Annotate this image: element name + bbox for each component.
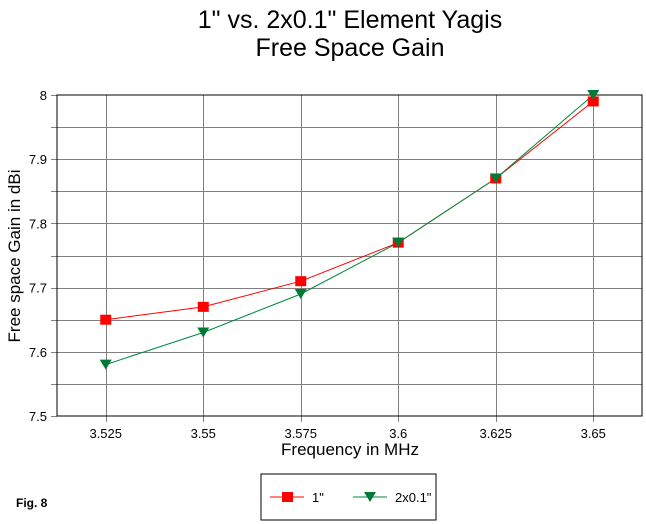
y-tick-label: 7.9 (29, 152, 47, 167)
y-tick-label: 8 (40, 88, 47, 103)
tick-labels: 7.5 7.6 7.7 7.8 7.9 8 3.525 3.55 3.575 3.6 3.625 3.… (29, 88, 606, 441)
data-point-square (295, 276, 307, 287)
y-axis-label: Free space Gain in dBi (5, 170, 24, 343)
data-point-triangle (99, 359, 112, 370)
grid (51, 95, 642, 422)
series (99, 90, 600, 370)
legend-marker-triangle (364, 492, 376, 502)
data-point-square (587, 96, 599, 107)
data-point-triangle (392, 237, 405, 248)
series-line-0 (105, 101, 594, 321)
data-point-triangle (489, 173, 502, 184)
x-tick-label: 3.65 (581, 426, 606, 441)
series-line-1 (105, 94, 594, 366)
y-tick-label: 7.5 (29, 409, 47, 424)
x-tick-label: 3.625 (479, 426, 512, 441)
y-tick-label: 7.6 (29, 345, 47, 360)
legend-label-2: 2x0.1" (395, 490, 432, 505)
legend-label-1: 1" (312, 490, 324, 505)
chart-title-line-2: Free Space Gain (256, 34, 445, 62)
x-tick-label: 3.55 (191, 426, 216, 441)
y-tick-label: 7.8 (29, 216, 47, 231)
data-point-square (197, 301, 209, 312)
figure-number: Fig. 8 (16, 496, 48, 510)
plot-frame (56, 94, 643, 417)
data-point-square (100, 314, 112, 325)
data-point-triangle (587, 90, 600, 100)
data-point-triangle (197, 327, 210, 338)
y-tick-label: 7.7 (29, 281, 47, 296)
x-tick-label: 3.525 (89, 426, 122, 441)
chart-title-line-1: 1" vs. 2x0.1" Element Yagis (198, 6, 502, 34)
data-point-triangle (294, 289, 307, 300)
x-tick-label: 3.575 (284, 426, 317, 441)
x-axis-label: Frequency in MHz (281, 440, 419, 459)
x-tick-label: 3.6 (389, 426, 407, 441)
legend: 1" 2x0.1" (260, 473, 437, 521)
legend-marker-square (282, 492, 293, 502)
